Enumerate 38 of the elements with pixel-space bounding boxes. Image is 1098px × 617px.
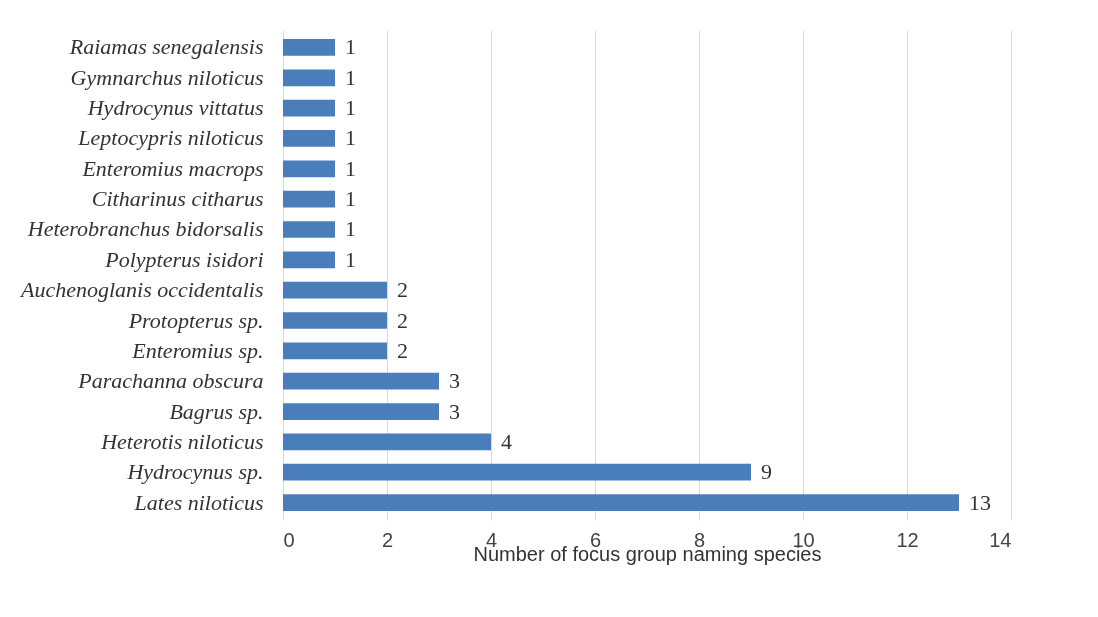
x-tick-label: 2 [381,528,394,551]
data-label: 1 [345,155,356,181]
data-label: 2 [397,337,408,363]
y-tick-label: Bagrus sp. [169,398,264,424]
data-label: 1 [345,246,356,272]
data-label: 2 [397,307,408,333]
data-label: 2 [397,277,408,303]
data-label: 1 [345,34,356,60]
y-tick-label: Citharinus citharus [91,186,264,212]
x-tick-label: 14 [989,528,1012,551]
y-tick-label: Hydrocynus sp. [126,459,264,485]
y-tick-label: Enteromius sp. [131,337,264,363]
data-label: 1 [345,95,356,121]
x-tick-label: 8 [693,528,706,551]
y-tick-label: Leptocypris niloticus [77,125,264,151]
data-label: 1 [345,64,356,90]
y-tick-label: Enteromius macrops [81,155,264,181]
data-label: 1 [345,186,356,212]
data-label: 4 [501,428,512,454]
data-label: 9 [761,459,772,485]
x-tick-label: 12 [896,528,919,551]
data-label: 3 [449,398,460,424]
y-tick-label: Heterobranchus bidorsalis [26,216,264,242]
y-tick-label: Auchenoglanis occidentalis [18,277,264,303]
y-tick-label: Gymnarchus niloticus [70,64,264,90]
data-label: 1 [345,125,356,151]
y-tick-label: Hydrocynus vittatus [86,95,264,121]
x-tick-label: 6 [589,528,602,551]
data-label: 1 [345,216,356,242]
y-tick-label: Parachanna obscura [77,368,264,394]
data-label: 13 [969,489,991,515]
y-tick-label: Raiamas senegalensis [68,34,264,60]
y-tick-label: Polypterus isidori [104,246,264,272]
x-tick-label: 0 [283,528,295,551]
data-label: 3 [449,368,460,394]
y-tick-label: Heterotis niloticus [100,428,264,454]
y-tick-label: Lates niloticus [133,489,264,515]
y-tick-label: Protopterus sp. [127,307,264,333]
